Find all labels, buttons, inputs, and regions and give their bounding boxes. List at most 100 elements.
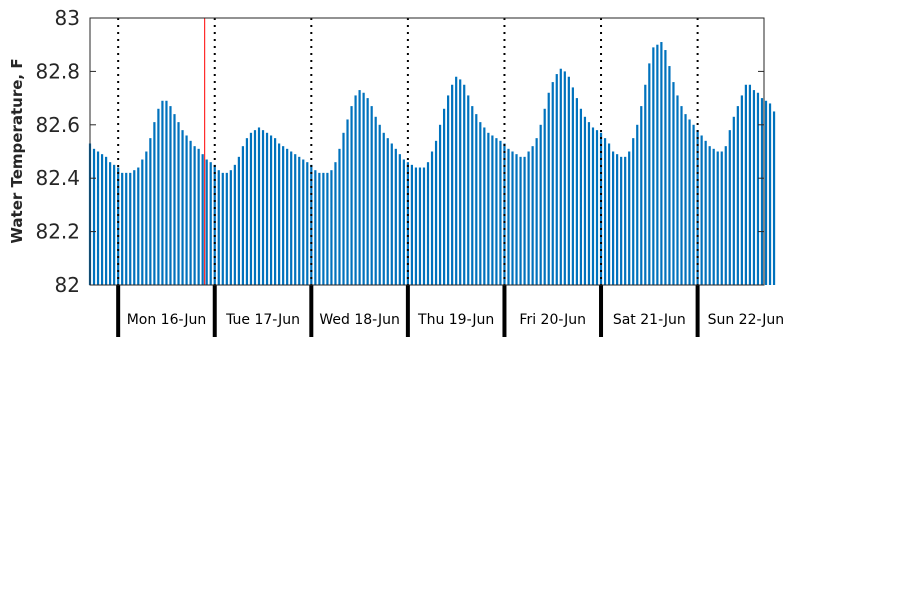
temperature-bar [656,44,659,286]
temperature-bar [507,148,510,285]
temperature-bar [358,90,361,285]
temperature-bar [680,106,683,285]
temperature-bar [720,151,723,285]
temperature-bar [394,148,397,285]
temperature-bar [306,162,309,285]
y-tick-label: 83 [55,6,80,30]
temperature-bar [595,130,599,285]
temperature-bar [362,92,365,285]
temperature-bar [430,151,434,285]
temperature-bar [145,151,148,285]
temperature-bar [249,132,253,285]
temperature-bar [620,156,623,285]
temperature-bar [100,154,104,285]
temperature-bar [760,98,764,285]
temperature-bar [92,148,96,285]
temperature-bar [322,172,325,285]
temperature-bar [201,154,204,285]
temperature-bar [499,140,502,285]
y-tick-label: 82.8 [35,59,80,83]
bars-layer [88,42,776,286]
temperature-bar [748,84,752,285]
temperature-bar [169,106,172,285]
temperature-bar [559,68,562,285]
temperature-bar [644,84,647,285]
temperature-bar [366,98,369,285]
temperature-bar [370,106,373,285]
temperature-bar [579,108,583,285]
temperature-bar [294,154,297,285]
temperature-bar [181,130,184,285]
temperature-bar [189,140,192,285]
temperature-bar [736,106,739,285]
temperature-bar [197,148,200,285]
temperature-bar [772,111,776,285]
temperature-bar [495,138,498,285]
temperature-bar [406,162,409,285]
temperature-bar [390,143,393,285]
temperature-bar [374,116,377,285]
temperature-bar [113,164,116,285]
temperature-bar [426,162,430,285]
temperature-bar [354,95,357,286]
temperature-bar [342,132,345,285]
y-axis-ticks: 82 82.2 82.4 82.6 82.8 83 [35,6,764,297]
temperature-bar [688,119,691,286]
day-label: Fri 20-Jun [519,312,586,328]
temperature-bar [640,106,643,285]
temperature-bar [519,156,522,285]
y-tick-label: 82.4 [35,166,80,190]
day-label: Sun 22-Jun [708,312,785,328]
temperature-bar [173,114,176,286]
temperature-bar [278,143,281,285]
temperature-bar [217,170,220,285]
temperature-bar [475,114,478,286]
day-label: Sat 21-Jun [613,312,686,328]
temperature-bar [237,156,240,285]
temperature-bar [555,74,558,285]
temperature-bar [692,124,695,285]
temperature-bar [447,95,450,286]
temperature-bar [282,146,285,285]
temperature-bar [245,138,249,285]
temperature-bar [455,76,458,286]
temperature-bar [652,47,655,286]
temperature-bar [213,164,216,285]
temperature-bar [479,122,482,285]
temperature-bar [744,84,747,285]
temperature-bar [668,66,671,285]
temperature-bar [209,162,212,285]
temperature-bar [434,140,438,285]
temperature-bar [338,148,341,285]
temperature-bar [302,159,305,285]
temperature-bar [326,172,329,285]
day-label: Wed 18-Jun [319,312,400,328]
temperature-bar [708,146,711,285]
temperature-bar [491,135,494,285]
temperature-bar [740,95,743,286]
temperature-bar [575,98,578,285]
temperature-bar [205,159,208,285]
temperature-bar [157,108,160,285]
temperature-bar [253,130,257,285]
temperature-bar [704,140,707,285]
temperature-bar [756,92,760,285]
temperature-bar [451,84,454,285]
temperature-bar [603,138,607,285]
temperature-bar [261,130,265,285]
temperature-bar [607,143,611,285]
y-tick-label: 82 [55,273,80,297]
temperature-bar [515,154,518,285]
temperature-bar [382,132,385,285]
temperature-bar [350,106,353,285]
temperature-bar [414,167,418,285]
temperature-bar [402,159,405,285]
temperature-bar [153,122,156,285]
temperature-bar [591,127,595,285]
temperature-bar [716,151,719,285]
temperature-bar [511,151,514,285]
temperature-bar [700,135,703,285]
